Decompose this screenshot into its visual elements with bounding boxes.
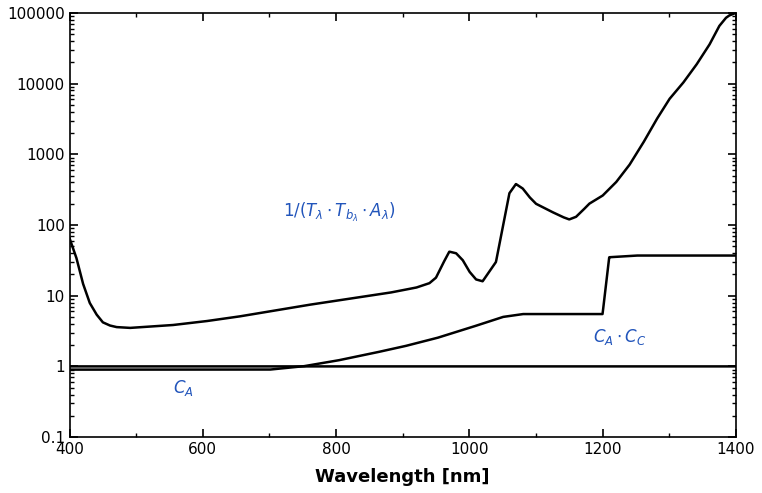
- Text: $C_A$: $C_A$: [173, 378, 194, 398]
- Text: $C_A\cdot C_C$: $C_A\cdot C_C$: [593, 327, 646, 347]
- Text: $1/(T_{\lambda}\cdot T_{b_{\lambda}}\cdot A_{\lambda})$: $1/(T_{\lambda}\cdot T_{b_{\lambda}}\cdo…: [283, 201, 395, 224]
- X-axis label: Wavelength [nm]: Wavelength [nm]: [315, 468, 490, 486]
